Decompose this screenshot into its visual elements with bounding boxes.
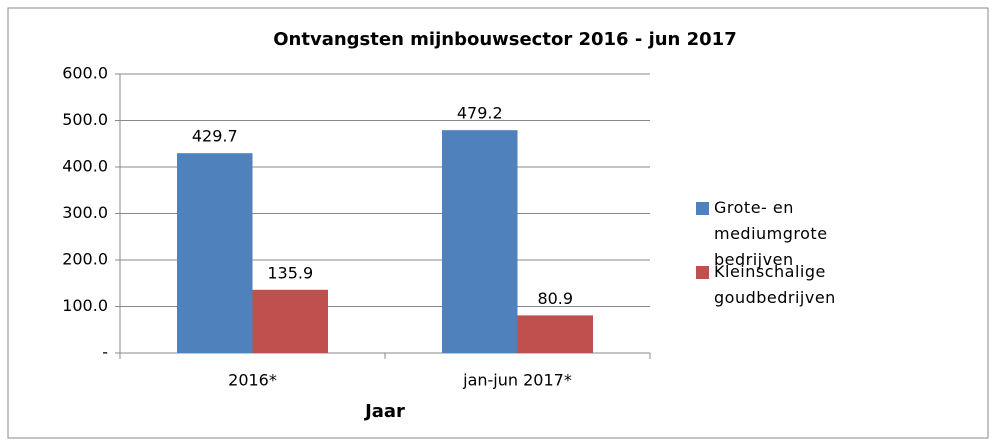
data-label: 429.7 — [192, 127, 238, 146]
y-tick-label: 500.0 — [62, 110, 108, 129]
y-tick-label: 200.0 — [62, 250, 108, 269]
bar — [177, 153, 253, 353]
x-tick-label: 2016* — [228, 371, 277, 390]
y-tick-label: 300.0 — [62, 203, 108, 222]
data-label: 135.9 — [267, 263, 313, 282]
bar — [442, 130, 518, 353]
bar — [252, 289, 328, 353]
legend-swatch — [696, 266, 709, 279]
y-tick-label: 600.0 — [62, 64, 108, 83]
data-label: 80.9 — [537, 289, 573, 308]
y-tick-label: 100.0 — [62, 296, 108, 315]
y-tick-label: - — [102, 343, 108, 362]
legend-label: Kleinschalige goudbedrijven — [714, 262, 836, 307]
data-label: 479.2 — [457, 104, 503, 123]
x-tick-label: jan-jun 2017* — [462, 371, 572, 390]
legend-swatch — [696, 202, 709, 215]
y-tick-label: 400.0 — [62, 157, 108, 176]
chart-title: Ontvangsten mijnbouwsector 2016 - jun 20… — [273, 29, 736, 50]
legend-label: Grote- en mediumgrote bedrijven — [714, 198, 828, 269]
bar — [517, 315, 593, 353]
x-axis-label: Jaar — [363, 401, 405, 422]
